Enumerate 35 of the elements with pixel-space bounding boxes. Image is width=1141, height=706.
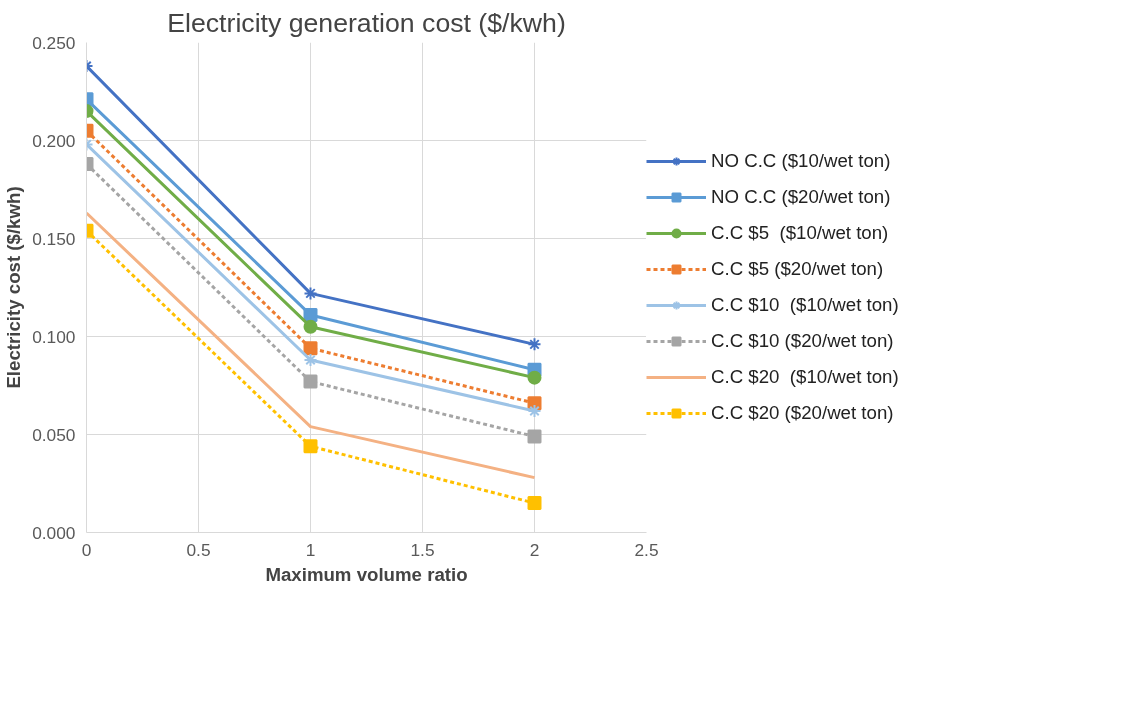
point [303, 439, 318, 454]
y-tick-label: 0.000 [32, 522, 76, 543]
y-tick-label: 0.250 [32, 32, 76, 53]
legend-label: C.C $5 ($10/wet ton) [711, 222, 889, 244]
point [527, 403, 542, 418]
y-axis-title: Electricity cost ($/kwh) [3, 186, 25, 389]
legend-label: C.C $20 ($20/wet ton) [711, 402, 894, 424]
x-axis-title: Maximum volume ratio [265, 563, 468, 585]
x-tick-label: 0 [81, 539, 92, 560]
point [527, 337, 542, 352]
x-tick-label: 1.5 [410, 539, 435, 560]
x-tick-label: 2 [529, 539, 540, 560]
legend-label: C.C $10 ($10/wet ton) [711, 294, 899, 316]
x-tick-label: 0.5 [186, 539, 211, 560]
point [303, 307, 318, 322]
point [303, 286, 318, 301]
point [303, 319, 318, 334]
legend-label: C.C $10 ($20/wet ton) [711, 330, 894, 352]
legend-label: C.C $5 ($20/wet ton) [711, 258, 884, 280]
legend-label: NO C.C ($20/wet ton) [711, 186, 891, 208]
y-tick-label: 0.100 [32, 326, 76, 347]
legend-label: C.C $20 ($10/wet ton) [711, 366, 899, 388]
point [303, 341, 318, 356]
point [303, 353, 318, 368]
x-tick-label: 1 [305, 539, 316, 560]
x-tick-label: 2.5 [634, 539, 659, 560]
legend-label: NO C.C ($10/wet ton) [711, 150, 891, 172]
point [527, 496, 542, 511]
point [527, 429, 542, 444]
y-tick-label: 0.200 [32, 130, 76, 151]
chart-title: Electricity generation cost ($/kwh) [167, 7, 566, 38]
point [303, 374, 318, 389]
y-tick-label: 0.150 [32, 228, 76, 249]
y-tick-label: 0.050 [32, 424, 76, 445]
point [527, 370, 542, 385]
